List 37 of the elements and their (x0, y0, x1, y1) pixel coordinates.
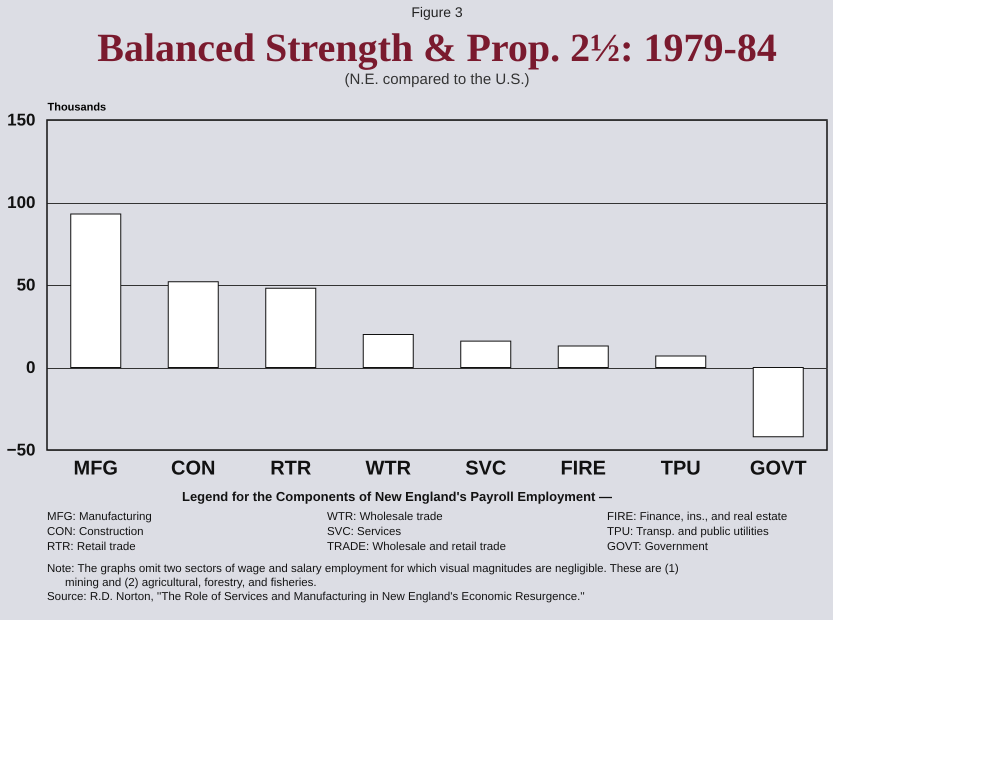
bar (558, 346, 609, 368)
x-tick-label: TPU (660, 458, 701, 480)
x-tick-label: FIRE (560, 458, 606, 480)
y-tick-label: 100 (7, 193, 36, 212)
text: SVC: Services (327, 526, 402, 538)
y-axis-title: Thousands (48, 102, 106, 114)
x-tick-label: MFG (74, 458, 118, 480)
text: TRADE: Wholesale and retail trade (327, 541, 506, 553)
x-tick-label: WTR (365, 458, 412, 480)
y-tick-label: 50 (16, 276, 36, 294)
bar (70, 214, 122, 368)
text: MFG: Manufacturing (47, 511, 152, 523)
x-tick-label: SVC (465, 458, 506, 480)
text: FIRE: Finance, ins., and real estate (607, 511, 788, 523)
x-tick-label: RTR (270, 458, 312, 480)
x-tick-label: CON (171, 458, 216, 480)
y-tick-label: 0 (26, 358, 36, 377)
y-tick-label: 150 (7, 110, 36, 130)
bar (752, 367, 804, 438)
text: Legend for the Components of New England's Payroll Employment — (182, 489, 612, 504)
bar (362, 334, 414, 368)
text: RTR: Retail trade (47, 541, 136, 553)
text: WTR: Wholesale trade (327, 511, 443, 523)
bar (168, 281, 219, 368)
text: TPU: Transp. and public utilities (607, 526, 769, 538)
y-tick-label: −50 (6, 440, 36, 460)
caption: Figure 3 (411, 4, 463, 20)
x-tick-label: GOVT (750, 458, 807, 480)
bar (655, 355, 706, 368)
text: GOVT: Government (607, 541, 709, 553)
bar (265, 288, 316, 368)
chart-title: Balanced Strength & Prop. 2½: 1979-84 (97, 25, 777, 70)
text: Note: The graphs omit two sectors of wage and salary employment for which visual magnitudes are negligible. These are (1) mining and (2) agricultural, forestry, and fisheries. (47, 563, 679, 589)
source-note: Source: R.D. Norton, ''The Role of Services and Manufacturing in New England's Economic Resurgence.'' (47, 591, 585, 603)
bar (460, 340, 512, 368)
chart-subtitle: (N.E. compared to the U.S.) (344, 71, 530, 88)
text: CON: Construction (47, 526, 144, 538)
